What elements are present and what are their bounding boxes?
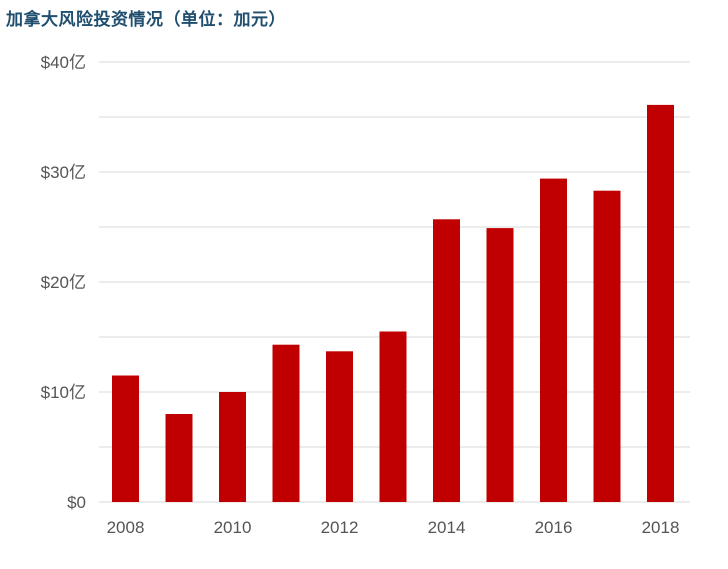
x-tick-label: 2010 xyxy=(214,518,252,537)
bar-2010 xyxy=(219,392,246,502)
bar-2016 xyxy=(540,178,567,502)
y-tick-label: $30亿 xyxy=(41,163,86,182)
x-axis-tick-labels: 2008 2010 2012 2014 2016 2018 xyxy=(107,518,680,537)
x-tick-label: 2018 xyxy=(642,518,680,537)
y-tick-label: $20亿 xyxy=(41,273,86,292)
x-tick-label: 2008 xyxy=(107,518,145,537)
x-tick-label: 2016 xyxy=(535,518,573,537)
bar-2013 xyxy=(379,331,407,502)
bar-2009 xyxy=(165,414,193,502)
bars xyxy=(112,104,674,503)
bar-2011 xyxy=(272,344,300,502)
bar-2008 xyxy=(112,375,139,502)
y-axis-tick-labels: $0 $10亿 $20亿 $30亿 $40亿 xyxy=(41,53,86,512)
bar-2017 xyxy=(593,190,621,502)
chart-title: 加拿大风险投资情况（单位：加元） xyxy=(6,10,286,30)
x-tick-label: 2014 xyxy=(428,518,466,537)
bar-2015 xyxy=(486,228,514,502)
y-tick-label: $40亿 xyxy=(41,53,86,72)
bar-2018 xyxy=(647,104,674,503)
bar-2012 xyxy=(326,351,353,502)
bar-2014 xyxy=(433,219,460,503)
y-tick-label: $0 xyxy=(67,493,86,512)
x-tick-label: 2012 xyxy=(321,518,359,537)
y-tick-label: $10亿 xyxy=(41,383,86,402)
